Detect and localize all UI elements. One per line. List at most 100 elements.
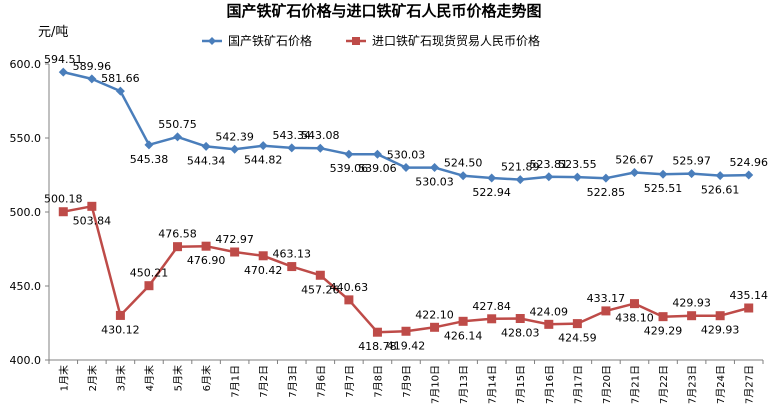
- series-0-point: [87, 74, 97, 84]
- data-label-series-0: 544.34: [187, 154, 226, 167]
- data-label-series-1: 418.78: [358, 340, 397, 353]
- series-1-point: [715, 311, 725, 321]
- data-label-series-0: 543.34: [273, 129, 312, 142]
- x-tick-label: 7月6日: [315, 365, 327, 398]
- series-1-point: [515, 314, 525, 324]
- data-label-series-1: 463.13: [273, 248, 312, 261]
- series-1-point: [544, 319, 554, 329]
- x-tick-label: 7月8日: [372, 365, 384, 398]
- series-0-point: [744, 170, 754, 180]
- series-1-point: [287, 262, 297, 272]
- data-label-series-0: 522.85: [587, 186, 626, 199]
- series-0-point: [58, 67, 68, 77]
- data-label-series-0: 525.51: [644, 182, 683, 195]
- x-tick-label: 7月1日: [230, 365, 242, 398]
- series-0-point: [401, 163, 411, 173]
- x-tick-label: 7月14日: [487, 365, 499, 404]
- x-tick-label: 3月末: [114, 365, 127, 391]
- data-label-series-1: 428.03: [501, 327, 540, 340]
- series-1-point: [430, 322, 440, 332]
- series-0-point: [430, 163, 440, 173]
- data-label-series-1: 500.18: [44, 193, 83, 206]
- series-1-point: [144, 281, 154, 291]
- x-tick-label: 5月末: [172, 365, 185, 391]
- x-tick-label: 6月末: [200, 365, 213, 391]
- series-0-point: [258, 141, 268, 151]
- data-label-series-0: 522.94: [472, 186, 511, 199]
- legend-import-marker: [352, 37, 360, 45]
- data-label-series-1: 470.42: [244, 264, 283, 277]
- series-0-point: [544, 172, 554, 182]
- series-0-point: [201, 141, 211, 151]
- data-label-series-1: 419.42: [387, 339, 426, 352]
- y-tick-label: 600.0: [10, 58, 42, 71]
- series-1-point: [315, 270, 325, 280]
- x-tick-label: 7月13日: [458, 365, 470, 404]
- data-label-series-0: 526.61: [701, 184, 740, 197]
- data-label-series-0: 524.96: [729, 156, 768, 169]
- data-label-series-1: 426.14: [444, 329, 483, 342]
- series-1-point: [173, 242, 183, 252]
- series-0-point: [629, 168, 639, 178]
- series-0-point: [287, 143, 297, 153]
- data-label-series-1: 424.09: [530, 305, 569, 318]
- data-label-series-1: 435.14: [729, 289, 768, 302]
- series-0-point: [687, 169, 697, 179]
- data-label-series-1: 429.93: [672, 297, 711, 310]
- x-tick-label: 2月末: [86, 365, 99, 391]
- series-1-point: [230, 247, 240, 257]
- x-tick-label: 7月3日: [287, 365, 299, 398]
- x-tick-label: 7月10日: [430, 365, 442, 404]
- series-1-point: [344, 295, 354, 305]
- series-0-point: [144, 140, 154, 150]
- series-1-point: [58, 207, 68, 217]
- data-label-series-1: 503.84: [73, 214, 112, 227]
- data-label-series-1: 472.97: [215, 233, 254, 246]
- x-tick-label: 7月20日: [601, 365, 613, 404]
- data-label-series-1: 440.63: [330, 281, 369, 294]
- y-axis-unit-label: 元/吨: [38, 25, 68, 40]
- data-label-series-1: 429.93: [701, 324, 740, 337]
- series-1-point: [372, 327, 382, 337]
- data-label-series-0: 542.39: [215, 130, 254, 143]
- series-0-point: [658, 169, 668, 179]
- series-0-point: [230, 144, 240, 154]
- data-label-series-0: 594.51: [44, 53, 83, 66]
- data-label-series-0: 523.81: [530, 158, 569, 171]
- chart-title: 国产铁矿石价格与进口铁矿石人民币价格走势图: [226, 2, 541, 20]
- x-tick-label: 7月27日: [744, 365, 756, 404]
- x-tick-label: 7月9日: [401, 365, 413, 398]
- x-tick-label: 7月21日: [629, 365, 641, 404]
- data-label-series-1: 424.59: [558, 332, 597, 345]
- data-label-series-0: 523.55: [558, 158, 597, 171]
- data-label-series-1: 429.29: [644, 325, 683, 338]
- data-label-series-0: 589.96: [73, 60, 112, 73]
- series-1-point: [201, 241, 211, 251]
- series-1-point: [629, 299, 639, 309]
- data-label-series-0: 530.03: [387, 149, 426, 162]
- data-label-series-1: 476.90: [187, 254, 226, 267]
- legend-domestic-marker: [208, 37, 216, 45]
- series-0-point: [115, 86, 125, 96]
- x-tick-label: 7月7日: [344, 365, 356, 398]
- data-label-series-0: 530.03: [415, 176, 454, 189]
- series-0-point: [601, 173, 611, 183]
- legend-import-label: 进口铁矿石现货贸易人民币价格: [372, 33, 540, 48]
- data-label-series-0: 539.06: [330, 162, 369, 175]
- data-label-series-0: 545.38: [130, 153, 169, 166]
- series-1-point: [115, 310, 125, 320]
- x-tick-label: 7月15日: [515, 365, 527, 404]
- x-tick-label: 7月24日: [715, 365, 727, 404]
- series-layer: [58, 67, 754, 337]
- x-tick-label: 1月末: [57, 365, 70, 391]
- data-label-series-0: 581.66: [101, 72, 140, 85]
- data-label-series-0: 525.97: [672, 155, 711, 168]
- data-label-series-1: 433.17: [587, 292, 626, 305]
- series-0-point: [173, 132, 183, 142]
- data-label-series-1: 438.10: [615, 312, 654, 325]
- data-label-series-1: 430.12: [101, 323, 140, 336]
- series-1-point: [601, 306, 611, 316]
- data-label-series-0: 524.50: [444, 157, 483, 170]
